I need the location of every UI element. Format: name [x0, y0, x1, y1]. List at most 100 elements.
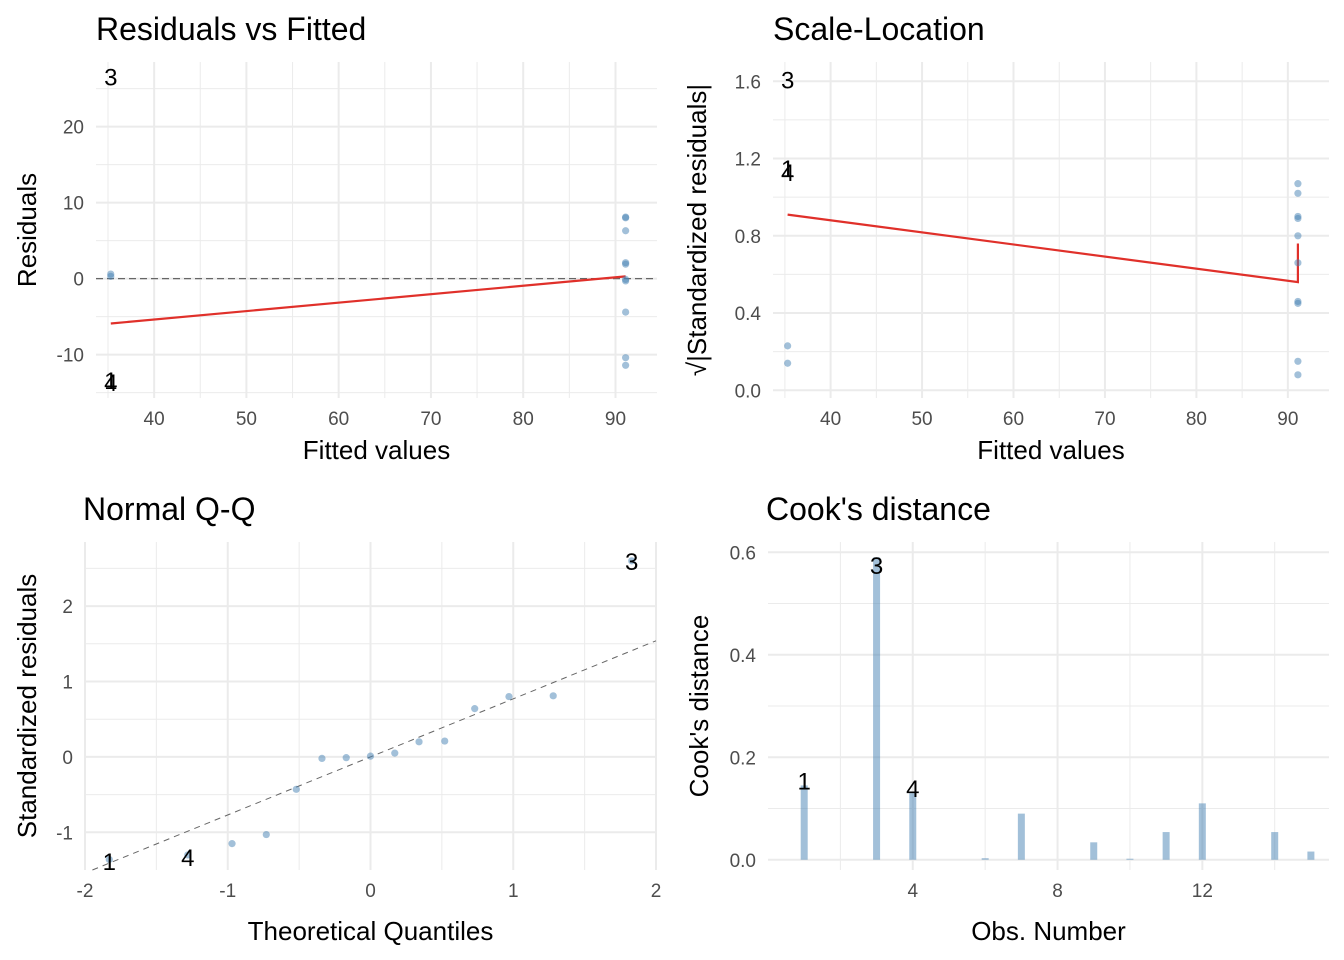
cooks-distance-bar-obs-14: [1271, 832, 1279, 860]
data-point: [784, 342, 792, 350]
cooks-distance-bar-obs-15: [1307, 851, 1315, 860]
cooks-distance-bar-obs-9: [1090, 842, 1098, 860]
y-tick-label: 1.6: [735, 72, 761, 93]
y-tick-label: 1.2: [735, 150, 761, 171]
observation-label: 3: [870, 553, 883, 580]
x-tick-label: 12: [1192, 881, 1213, 902]
observation-label: 1: [798, 768, 811, 795]
x-tick-label: 90: [605, 409, 626, 430]
data-point: [1294, 371, 1302, 379]
data-point: [1294, 259, 1302, 267]
data-point: [107, 272, 115, 280]
cooks-distance-bar-obs-4: [909, 793, 917, 860]
x-tick-label: -2: [77, 881, 94, 902]
y-axis-label: √|Standardized residuals|: [682, 84, 712, 376]
cooks-distance-bar-obs-3: [873, 557, 881, 860]
observation-label: 4: [104, 370, 117, 397]
data-point: [1294, 232, 1302, 240]
data-point: [318, 754, 326, 763]
x-axis-label: Fitted values: [303, 435, 450, 465]
y-tick-label: 0.4: [735, 304, 762, 325]
y-tick-label: 10: [63, 194, 84, 215]
y-tick-label: 0.8: [735, 227, 761, 248]
x-tick-label: 8: [1052, 881, 1063, 902]
data-point: [366, 752, 375, 760]
observation-label: 4: [781, 160, 794, 187]
smooth-trend-line: [787, 213, 1299, 284]
x-tick-label: 0: [365, 881, 376, 902]
observation-label: 1: [104, 368, 117, 395]
x-tick-label: 4: [907, 881, 918, 902]
scale-location-title: Scale-Location: [773, 11, 985, 47]
y-axis-label: Cook's distance: [684, 615, 714, 798]
x-tick-label: 40: [820, 409, 841, 430]
y-tick-label: 20: [63, 118, 84, 139]
data-point: [342, 754, 350, 762]
x-tick-label: 90: [1277, 409, 1298, 430]
data-point: [262, 830, 270, 839]
x-axis-label: Fitted values: [977, 435, 1124, 465]
x-tick-label: 40: [144, 409, 165, 430]
data-point: [549, 692, 557, 700]
y-tick-label: 0.4: [730, 646, 757, 667]
y-tick-label: 1: [62, 672, 73, 693]
data-point: [471, 705, 479, 713]
x-tick-label: 1: [508, 881, 519, 902]
y-tick-label: 0.0: [735, 381, 761, 402]
x-tick-label: 80: [1186, 409, 1207, 430]
data-point: [415, 738, 423, 746]
cooks-distance-bar-obs-11: [1162, 832, 1170, 860]
scale-location-panel: 40 50 60 70 80 90 0.0 0.4 0.8 1.2 1.6 Scale-Locatio…: [682, 11, 1329, 465]
normal-qq-panel: -2 -1 0 1 2 -1 0 1 2 Normal Q-Q Theoretical Quanti…: [12, 491, 661, 946]
y-tick-label: -1: [56, 823, 73, 844]
y-axis-label: Residuals: [12, 173, 42, 287]
data-point: [622, 277, 630, 285]
cooks-distance-bar-obs-12: [1198, 803, 1206, 860]
residuals-vs-fitted-grid: [96, 62, 657, 398]
data-point: [391, 749, 399, 757]
data-point: [622, 227, 630, 235]
observation-labels: 3 1 4: [798, 553, 920, 803]
cooks-distance-bar-obs-10: [1126, 858, 1134, 860]
observation-label: 1: [781, 156, 794, 183]
observation-label: 3: [781, 67, 794, 94]
data-point: [622, 361, 630, 369]
normal-qq-title: Normal Q-Q: [83, 491, 255, 527]
x-tick-label: 50: [911, 409, 932, 430]
data-points: [784, 180, 1302, 379]
y-tick-label: 0.6: [730, 543, 756, 564]
x-tick-label: 2: [651, 881, 662, 902]
qq-reference-line: [92, 640, 657, 871]
x-tick-label: 70: [420, 409, 441, 430]
smooth-trend-line: [110, 275, 626, 325]
data-point: [1294, 180, 1302, 188]
y-tick-label: 0: [73, 270, 84, 291]
cooks-distance-title: Cook's distance: [766, 491, 991, 527]
data-point: [105, 855, 113, 864]
x-axis-label: Theoretical Quantiles: [248, 916, 494, 946]
data-point: [1294, 214, 1302, 223]
x-tick-label: 50: [236, 409, 257, 430]
cooks-distance-grid: [768, 542, 1329, 870]
x-tick-label: 80: [513, 409, 534, 430]
data-point: [622, 308, 630, 316]
data-point: [292, 785, 300, 793]
data-point: [184, 851, 192, 859]
observation-label: 4: [906, 776, 919, 803]
data-point: [1294, 299, 1302, 307]
observation-label: 4: [181, 845, 194, 872]
scale-location-grid: [773, 62, 1329, 398]
cooks-distance-panel: 4 8 12 0.0 0.2 0.4 0.6 Cook's distance Obs. Numb…: [684, 491, 1329, 946]
x-tick-label: 60: [328, 409, 349, 430]
y-tick-label: 0.0: [730, 851, 756, 872]
data-point: [228, 840, 236, 848]
data-points: [105, 557, 636, 864]
x-axis-label: Obs. Number: [971, 916, 1126, 946]
normal-qq-grid: [84, 542, 657, 870]
data-point: [505, 692, 513, 701]
x-tick-label: 70: [1094, 409, 1115, 430]
observation-labels: 3 14: [781, 67, 794, 187]
x-tick-label: 60: [1003, 409, 1024, 430]
cooks-distance-bar-obs-6: [981, 858, 989, 860]
